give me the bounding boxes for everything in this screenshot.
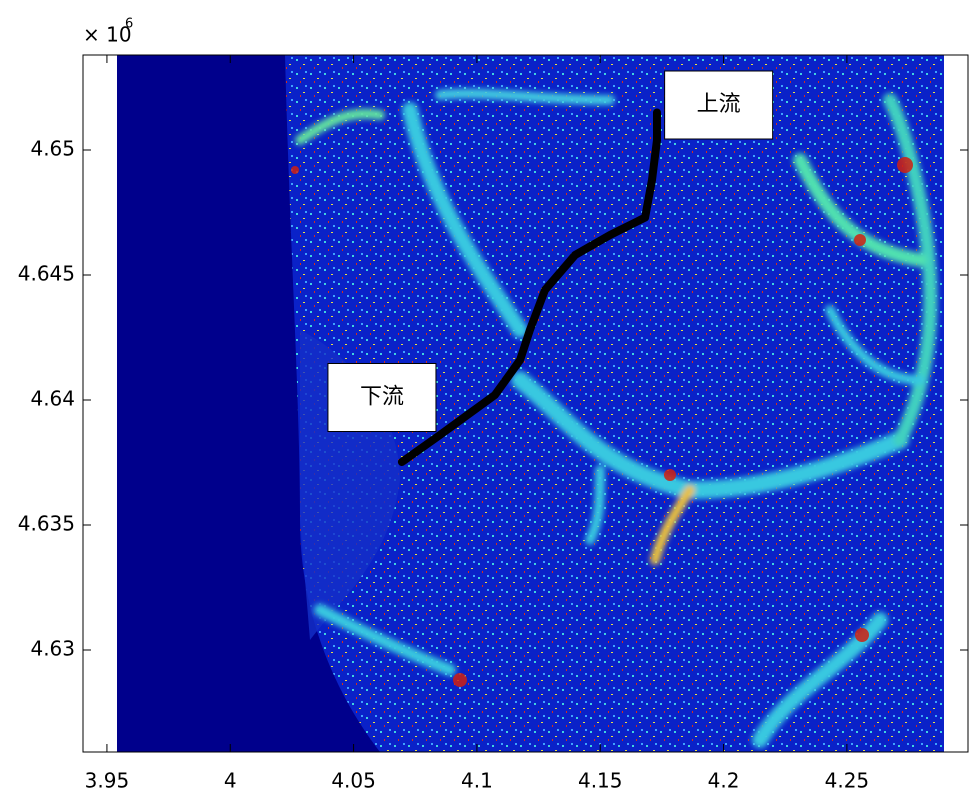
x-tick-label: 4.2 [708,769,740,793]
x-tick-label: 4.05 [331,769,376,793]
chart: × 10 6 3.9544.054.14.154.24.254.634.6354… [0,0,971,799]
y-tick-label: 4.65 [30,137,75,161]
x-tick-label: 4.1 [461,769,493,793]
x-tick-label: 4.25 [825,769,870,793]
annotation: 上流 [697,92,741,117]
y-tick-label: 4.645 [18,262,75,286]
annotation: 下流 [360,385,404,410]
scale-exponent: 6 [125,17,133,32]
x-tick-label: 3.95 [85,769,130,793]
y-tick-label: 4.64 [30,387,75,411]
y-tick-label: 4.635 [18,512,75,536]
image [117,55,944,752]
x-tick-label: 4.15 [578,769,623,793]
y-tick-label: 4.63 [30,637,75,661]
x-tick-label: 4 [224,769,237,793]
